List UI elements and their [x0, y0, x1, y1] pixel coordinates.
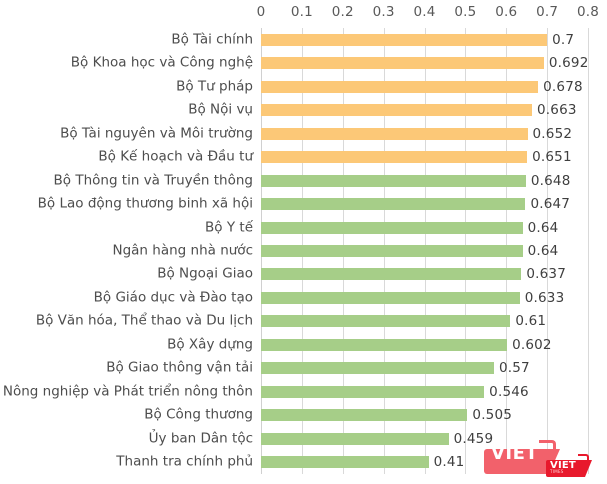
category-label: Bộ Nội vụ [188, 101, 253, 118]
x-tick-label: 0.3 [372, 4, 395, 20]
bar[interactable] [261, 244, 523, 257]
bar[interactable] [261, 221, 523, 234]
bar-row[interactable]: Bộ Thông tin và Truyền thông 0.648 [0, 169, 607, 192]
category-label: Bộ Nông nghiệp và Phát triển nông thôn [0, 383, 253, 400]
bar-row[interactable]: Bộ Khoa học và Công nghệ 0.692 [0, 51, 607, 74]
category-label: Ủy ban Dân tộc [148, 430, 253, 447]
bar-row[interactable]: Bộ Tài chính 0.7 [0, 28, 607, 51]
bar-value-label: 0.652 [532, 125, 573, 142]
bar[interactable] [261, 57, 544, 70]
bar-value-label: 0.64 [527, 219, 559, 236]
bar[interactable] [261, 33, 548, 46]
bar-value-label: 0.64 [527, 242, 559, 259]
category-label: Ngân hàng nhà nước [112, 242, 253, 259]
bar-value-label: 0.647 [530, 196, 571, 213]
bar[interactable] [261, 151, 528, 164]
bar-row[interactable]: Bộ Lao động thương binh xã hội 0.647 [0, 192, 607, 215]
category-label: Bộ Khoa học và Công nghệ [70, 54, 253, 71]
bar[interactable] [261, 80, 539, 93]
x-tick-label: 0.2 [331, 4, 354, 20]
bar[interactable] [261, 409, 468, 422]
x-tick-label: 0.4 [413, 4, 436, 20]
bar[interactable] [261, 268, 522, 281]
x-tick-label: 0.8 [576, 4, 600, 20]
category-label: Bộ Giáo dục và Đào tạo [93, 289, 253, 306]
bar-value-label: 0.61 [515, 313, 547, 330]
category-label: Bộ Thông tin và Truyền thông [53, 172, 253, 189]
bar-row[interactable]: Bộ Văn hóa, Thể thao và Du lịch 0.61 [0, 310, 607, 333]
bar-row[interactable]: Ngân hàng nhà nước 0.64 [0, 239, 607, 262]
bar-value-label: 0.648 [530, 172, 571, 189]
bar-row[interactable]: Bộ Nông nghiệp và Phát triển nông thôn 0.… [0, 380, 607, 403]
bar-row[interactable]: Bộ Nội vụ 0.663 [0, 98, 607, 121]
bar[interactable] [261, 432, 449, 445]
bar[interactable] [261, 174, 526, 187]
category-label: Bộ Văn hóa, Thể thao và Du lịch [35, 312, 253, 329]
category-label: Bộ Xây dựng [167, 336, 253, 353]
bar-value-label: 0.663 [537, 102, 577, 119]
bar-value-label: 0.651 [532, 149, 572, 166]
bar[interactable] [261, 456, 429, 469]
bar-value-label: 0.459 [453, 430, 494, 447]
category-label: Bộ Ngoại Giao [157, 266, 253, 283]
x-tick-label: 0.1 [290, 4, 313, 20]
bar-row[interactable]: Bộ Ngoại Giao 0.637 [0, 263, 607, 286]
bar-row[interactable]: Bộ Tư pháp 0.678 [0, 75, 607, 98]
bar[interactable] [261, 127, 528, 140]
bar-row[interactable]: Bộ Giáo dục và Đào tạo 0.633 [0, 286, 607, 309]
x-tick-label: 0.6 [495, 4, 518, 20]
bar-value-label: 0.692 [548, 55, 589, 72]
category-label: Bộ Tài chính [171, 31, 253, 48]
gridline [547, 28, 549, 474]
x-tick-label: 0 [256, 4, 266, 20]
bar-row[interactable]: Bộ Y tế 0.64 [0, 216, 607, 239]
bar-value-label: 0.41 [433, 454, 465, 471]
category-label: Bộ Công thương [144, 406, 253, 423]
bar-value-label: 0.57 [498, 360, 530, 377]
bar-row[interactable]: Ủy ban Dân tộc 0.459 [0, 427, 607, 450]
category-label: Bộ Tài nguyên và Môi trường [60, 125, 253, 142]
bar[interactable] [261, 198, 526, 211]
bar-rows: Bộ Tài chính 0.7 Bộ Khoa học và Công nghệ 0… [0, 28, 607, 474]
bar-row[interactable]: Bộ Giao thông vận tải 0.57 [0, 357, 607, 380]
category-label: Thanh tra chính phủ [116, 453, 253, 470]
bar-value-label: 0.678 [543, 78, 583, 95]
bar-value-label: 0.637 [526, 266, 567, 283]
x-tick-label: 0.7 [536, 4, 559, 20]
bar[interactable] [261, 291, 520, 304]
category-label: Bộ Kế hoạch và Đầu tư [98, 148, 253, 165]
gridline [588, 28, 589, 474]
x-tick-label: 0.5 [454, 4, 477, 20]
bar[interactable] [261, 315, 511, 328]
bar-value-label: 0.602 [512, 336, 552, 353]
category-label: Bộ Giao thông vận tải [106, 359, 253, 376]
bar-row[interactable]: Bộ Kế hoạch và Đầu tư 0.651 [0, 145, 607, 168]
x-axis-tick-labels: 0 0.1 0.2 0.3 0.4 0.5 0.6 0.7 0.8 [0, 4, 607, 26]
category-label: Bộ Lao động thương binh xã hội [37, 195, 253, 212]
bar-value-label: 0.546 [489, 383, 529, 400]
bar[interactable] [261, 385, 485, 398]
bar[interactable] [261, 104, 532, 117]
bar-row[interactable]: Thanh tra chính phủ 0.41 [0, 451, 607, 474]
category-label: Bộ Tư pháp [176, 78, 253, 95]
bar-row[interactable]: Bộ Xây dựng 0.602 [0, 333, 607, 356]
bar-value-label: 0.505 [472, 407, 513, 424]
bar-value-label: 0.633 [524, 289, 565, 306]
bar-value-label: 0.7 [552, 31, 575, 48]
bar-row[interactable]: Bộ Tài nguyên và Môi trường 0.652 [0, 122, 607, 145]
bar[interactable] [261, 338, 508, 351]
bar-row[interactable]: Bộ Công thương 0.505 [0, 404, 607, 427]
bar[interactable] [261, 362, 494, 375]
category-label: Bộ Y tế [205, 219, 253, 236]
